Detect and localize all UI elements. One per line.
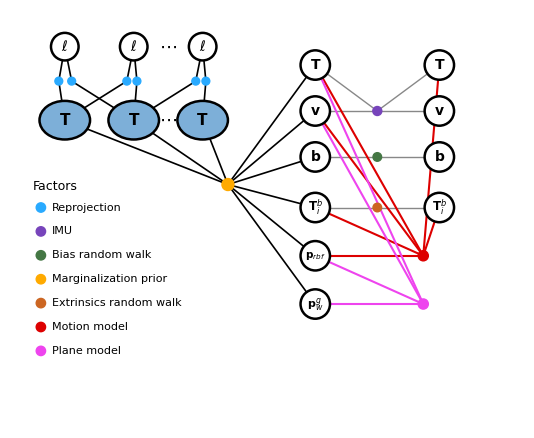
Text: $\mathbf{b}$: $\mathbf{b}$ bbox=[310, 149, 321, 164]
Circle shape bbox=[133, 77, 141, 85]
Text: Motion model: Motion model bbox=[52, 322, 128, 332]
Text: $\cdots$: $\cdots$ bbox=[159, 111, 177, 129]
Circle shape bbox=[373, 106, 382, 116]
Circle shape bbox=[373, 203, 382, 212]
Ellipse shape bbox=[40, 101, 90, 139]
Text: $\mathbf{p}_{rbf}$: $\mathbf{p}_{rbf}$ bbox=[305, 250, 326, 262]
Circle shape bbox=[189, 33, 216, 60]
Text: Reprojection: Reprojection bbox=[52, 202, 122, 212]
Circle shape bbox=[301, 142, 330, 172]
Circle shape bbox=[301, 50, 330, 80]
Ellipse shape bbox=[177, 101, 228, 139]
Circle shape bbox=[301, 241, 330, 271]
Text: $\mathbf{p}_w^g$: $\mathbf{p}_w^g$ bbox=[307, 296, 324, 313]
Circle shape bbox=[222, 179, 234, 191]
Circle shape bbox=[120, 33, 147, 60]
Circle shape bbox=[301, 193, 330, 222]
Text: $\mathbf{T}$: $\mathbf{T}$ bbox=[59, 112, 71, 128]
Circle shape bbox=[36, 251, 45, 260]
Circle shape bbox=[373, 153, 382, 161]
Text: $\ell$: $\ell$ bbox=[61, 39, 68, 54]
Circle shape bbox=[301, 290, 330, 319]
Text: $\mathbf{v}$: $\mathbf{v}$ bbox=[310, 104, 321, 118]
Circle shape bbox=[425, 96, 454, 126]
Text: $\mathbf{T}$: $\mathbf{T}$ bbox=[128, 112, 140, 128]
Text: $\mathbf{b}$: $\mathbf{b}$ bbox=[434, 149, 445, 164]
Circle shape bbox=[36, 227, 45, 236]
Circle shape bbox=[68, 77, 76, 85]
Text: Bias random walk: Bias random walk bbox=[52, 250, 151, 260]
Circle shape bbox=[123, 77, 131, 85]
Circle shape bbox=[55, 77, 62, 85]
Circle shape bbox=[418, 299, 428, 309]
Circle shape bbox=[202, 77, 210, 85]
Circle shape bbox=[36, 322, 45, 332]
Text: Factors: Factors bbox=[33, 180, 77, 193]
Text: $\mathbf{T}$: $\mathbf{T}$ bbox=[197, 112, 209, 128]
Text: $\cdots$: $\cdots$ bbox=[159, 38, 177, 56]
Text: $\mathbf{T}_i^b$: $\mathbf{T}_i^b$ bbox=[308, 198, 323, 217]
Ellipse shape bbox=[108, 101, 159, 139]
Text: Extrinsics random walk: Extrinsics random walk bbox=[52, 298, 182, 308]
Circle shape bbox=[425, 142, 454, 172]
Text: $\ell$: $\ell$ bbox=[130, 39, 137, 54]
Text: Marginalization prior: Marginalization prior bbox=[52, 274, 167, 284]
Circle shape bbox=[425, 193, 454, 222]
Text: IMU: IMU bbox=[52, 226, 73, 237]
Circle shape bbox=[36, 346, 45, 356]
Text: $\mathbf{T}$: $\mathbf{T}$ bbox=[434, 58, 445, 72]
Text: $\mathbf{T}_i^b$: $\mathbf{T}_i^b$ bbox=[432, 198, 447, 217]
Circle shape bbox=[192, 77, 200, 85]
Circle shape bbox=[36, 275, 45, 284]
Text: $\ell$: $\ell$ bbox=[199, 39, 206, 54]
Circle shape bbox=[36, 298, 45, 308]
Circle shape bbox=[425, 50, 454, 80]
Circle shape bbox=[36, 203, 45, 212]
Circle shape bbox=[418, 251, 428, 261]
Text: $\mathbf{T}$: $\mathbf{T}$ bbox=[310, 58, 321, 72]
Text: $\mathbf{v}$: $\mathbf{v}$ bbox=[434, 104, 445, 118]
Circle shape bbox=[301, 96, 330, 126]
Circle shape bbox=[51, 33, 78, 60]
Text: Plane model: Plane model bbox=[52, 346, 121, 356]
